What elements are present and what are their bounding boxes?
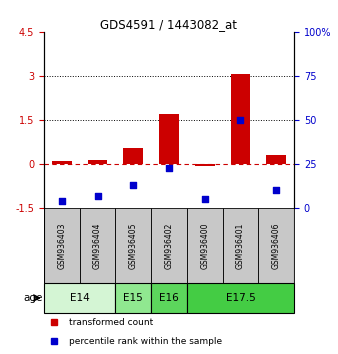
Point bbox=[166, 165, 172, 170]
Text: GSM936401: GSM936401 bbox=[236, 222, 245, 269]
FancyBboxPatch shape bbox=[151, 283, 187, 313]
FancyBboxPatch shape bbox=[187, 208, 223, 283]
Bar bbox=[123, 148, 143, 164]
Text: GSM936403: GSM936403 bbox=[57, 222, 66, 269]
FancyBboxPatch shape bbox=[44, 208, 80, 283]
Point bbox=[95, 193, 100, 199]
Bar bbox=[195, 164, 215, 166]
FancyBboxPatch shape bbox=[80, 208, 115, 283]
Bar bbox=[88, 160, 107, 164]
Text: percentile rank within the sample: percentile rank within the sample bbox=[69, 337, 222, 346]
Bar bbox=[266, 155, 286, 164]
Bar bbox=[231, 74, 250, 164]
FancyBboxPatch shape bbox=[187, 283, 294, 313]
FancyBboxPatch shape bbox=[44, 283, 115, 313]
Text: GSM936402: GSM936402 bbox=[165, 222, 173, 269]
Point bbox=[238, 117, 243, 123]
FancyBboxPatch shape bbox=[223, 208, 258, 283]
Text: E14: E14 bbox=[70, 293, 90, 303]
FancyBboxPatch shape bbox=[115, 208, 151, 283]
Point bbox=[273, 188, 279, 193]
Text: transformed count: transformed count bbox=[69, 318, 153, 327]
FancyBboxPatch shape bbox=[115, 283, 151, 313]
Text: GSM936406: GSM936406 bbox=[272, 222, 281, 269]
Title: GDS4591 / 1443082_at: GDS4591 / 1443082_at bbox=[100, 18, 238, 31]
Text: age: age bbox=[24, 293, 43, 303]
Text: GSM936405: GSM936405 bbox=[129, 222, 138, 269]
FancyBboxPatch shape bbox=[258, 208, 294, 283]
Bar bbox=[52, 161, 72, 164]
Point bbox=[130, 182, 136, 188]
Text: GSM936400: GSM936400 bbox=[200, 222, 209, 269]
Text: E17.5: E17.5 bbox=[225, 293, 255, 303]
FancyBboxPatch shape bbox=[151, 208, 187, 283]
Text: E16: E16 bbox=[159, 293, 179, 303]
Text: GSM936404: GSM936404 bbox=[93, 222, 102, 269]
Point bbox=[202, 196, 208, 202]
Bar bbox=[159, 114, 179, 164]
Point bbox=[59, 198, 65, 204]
Text: E15: E15 bbox=[123, 293, 143, 303]
